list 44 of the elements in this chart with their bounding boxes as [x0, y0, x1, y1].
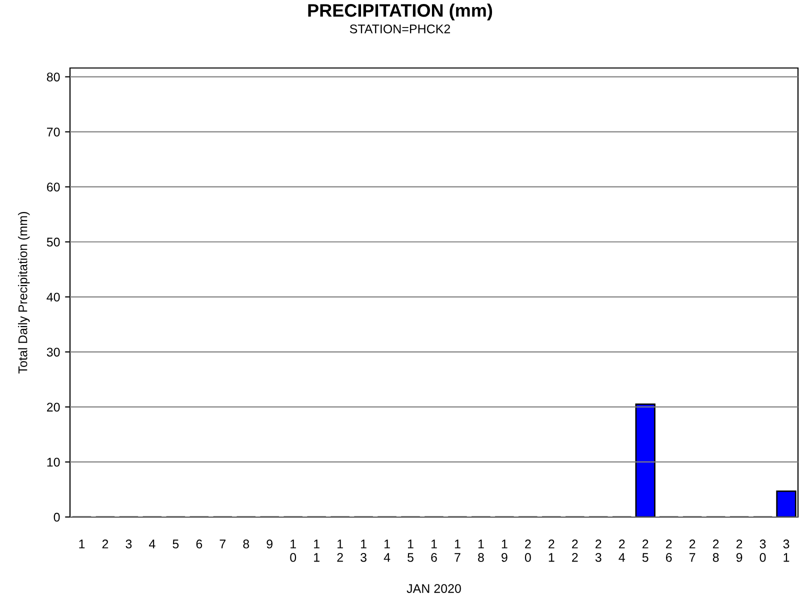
x-tick-label: 1 — [79, 540, 85, 548]
x-tick-label: 26 — [666, 540, 672, 562]
x-tick-label: 30 — [760, 540, 766, 562]
y-tick-label: 0 — [54, 512, 60, 522]
x-tick-label: 16 — [431, 540, 437, 562]
y-tick-label: 80 — [46, 72, 60, 82]
x-tick-label: 31 — [783, 540, 790, 562]
x-tick-label: 6 — [196, 540, 202, 548]
x-tick-label: 1 2 — [337, 540, 343, 562]
x-tick-label: 29 — [736, 540, 742, 562]
y-tick-label: 60 — [47, 182, 60, 192]
y-tick-label: 70 — [47, 128, 60, 136]
x-tick-label: 3 — [126, 540, 132, 548]
y-tick-label: 40 — [46, 292, 60, 302]
y-tick-label: 30 — [46, 348, 60, 357]
x-tick-label: 24 — [618, 540, 625, 562]
x-tick-label: 13 — [360, 540, 366, 562]
x-tick-label: 23 — [595, 540, 602, 562]
x-tick-label: 20 — [524, 540, 531, 562]
x-tick-label: 4 — [149, 540, 156, 548]
y-axis-title: Total Daily Precipitation (mm) — [18, 212, 30, 374]
x-tick-label: 19 — [502, 540, 508, 562]
y-tick-label: 50 — [46, 238, 60, 247]
x-tick-label: 17 — [454, 540, 460, 562]
x-axis-title: JAN 2020 — [406, 584, 461, 593]
y-tick-label: 10 — [47, 458, 60, 467]
x-tick-label: 15 — [408, 540, 414, 562]
x-tick-label: 9 — [266, 540, 272, 548]
chart-title: PRECIPITATION (mm) — [308, 4, 492, 20]
x-tick-label: 14 — [384, 540, 390, 562]
x-tick-label: 10 — [290, 540, 296, 562]
x-tick-label: 28 — [712, 540, 719, 562]
x-tick-label: 11 — [314, 540, 320, 562]
x-tick-label: 7 — [220, 540, 226, 548]
x-tick-label: 21 — [548, 540, 554, 562]
x-tick-label: 25 — [642, 540, 648, 562]
y-tick-label: 20 — [47, 402, 60, 412]
x-tick-label: 22 — [572, 540, 578, 562]
x-tick-label: 5 — [172, 540, 179, 548]
x-tick-label: 2 — [102, 540, 108, 548]
chart-subtitle: STATION=PHCK2 — [350, 24, 450, 34]
x-tick-label: 27 — [689, 540, 696, 562]
x-tick-label: 8 — [243, 540, 250, 548]
x-tick-label: 18 — [478, 540, 484, 562]
